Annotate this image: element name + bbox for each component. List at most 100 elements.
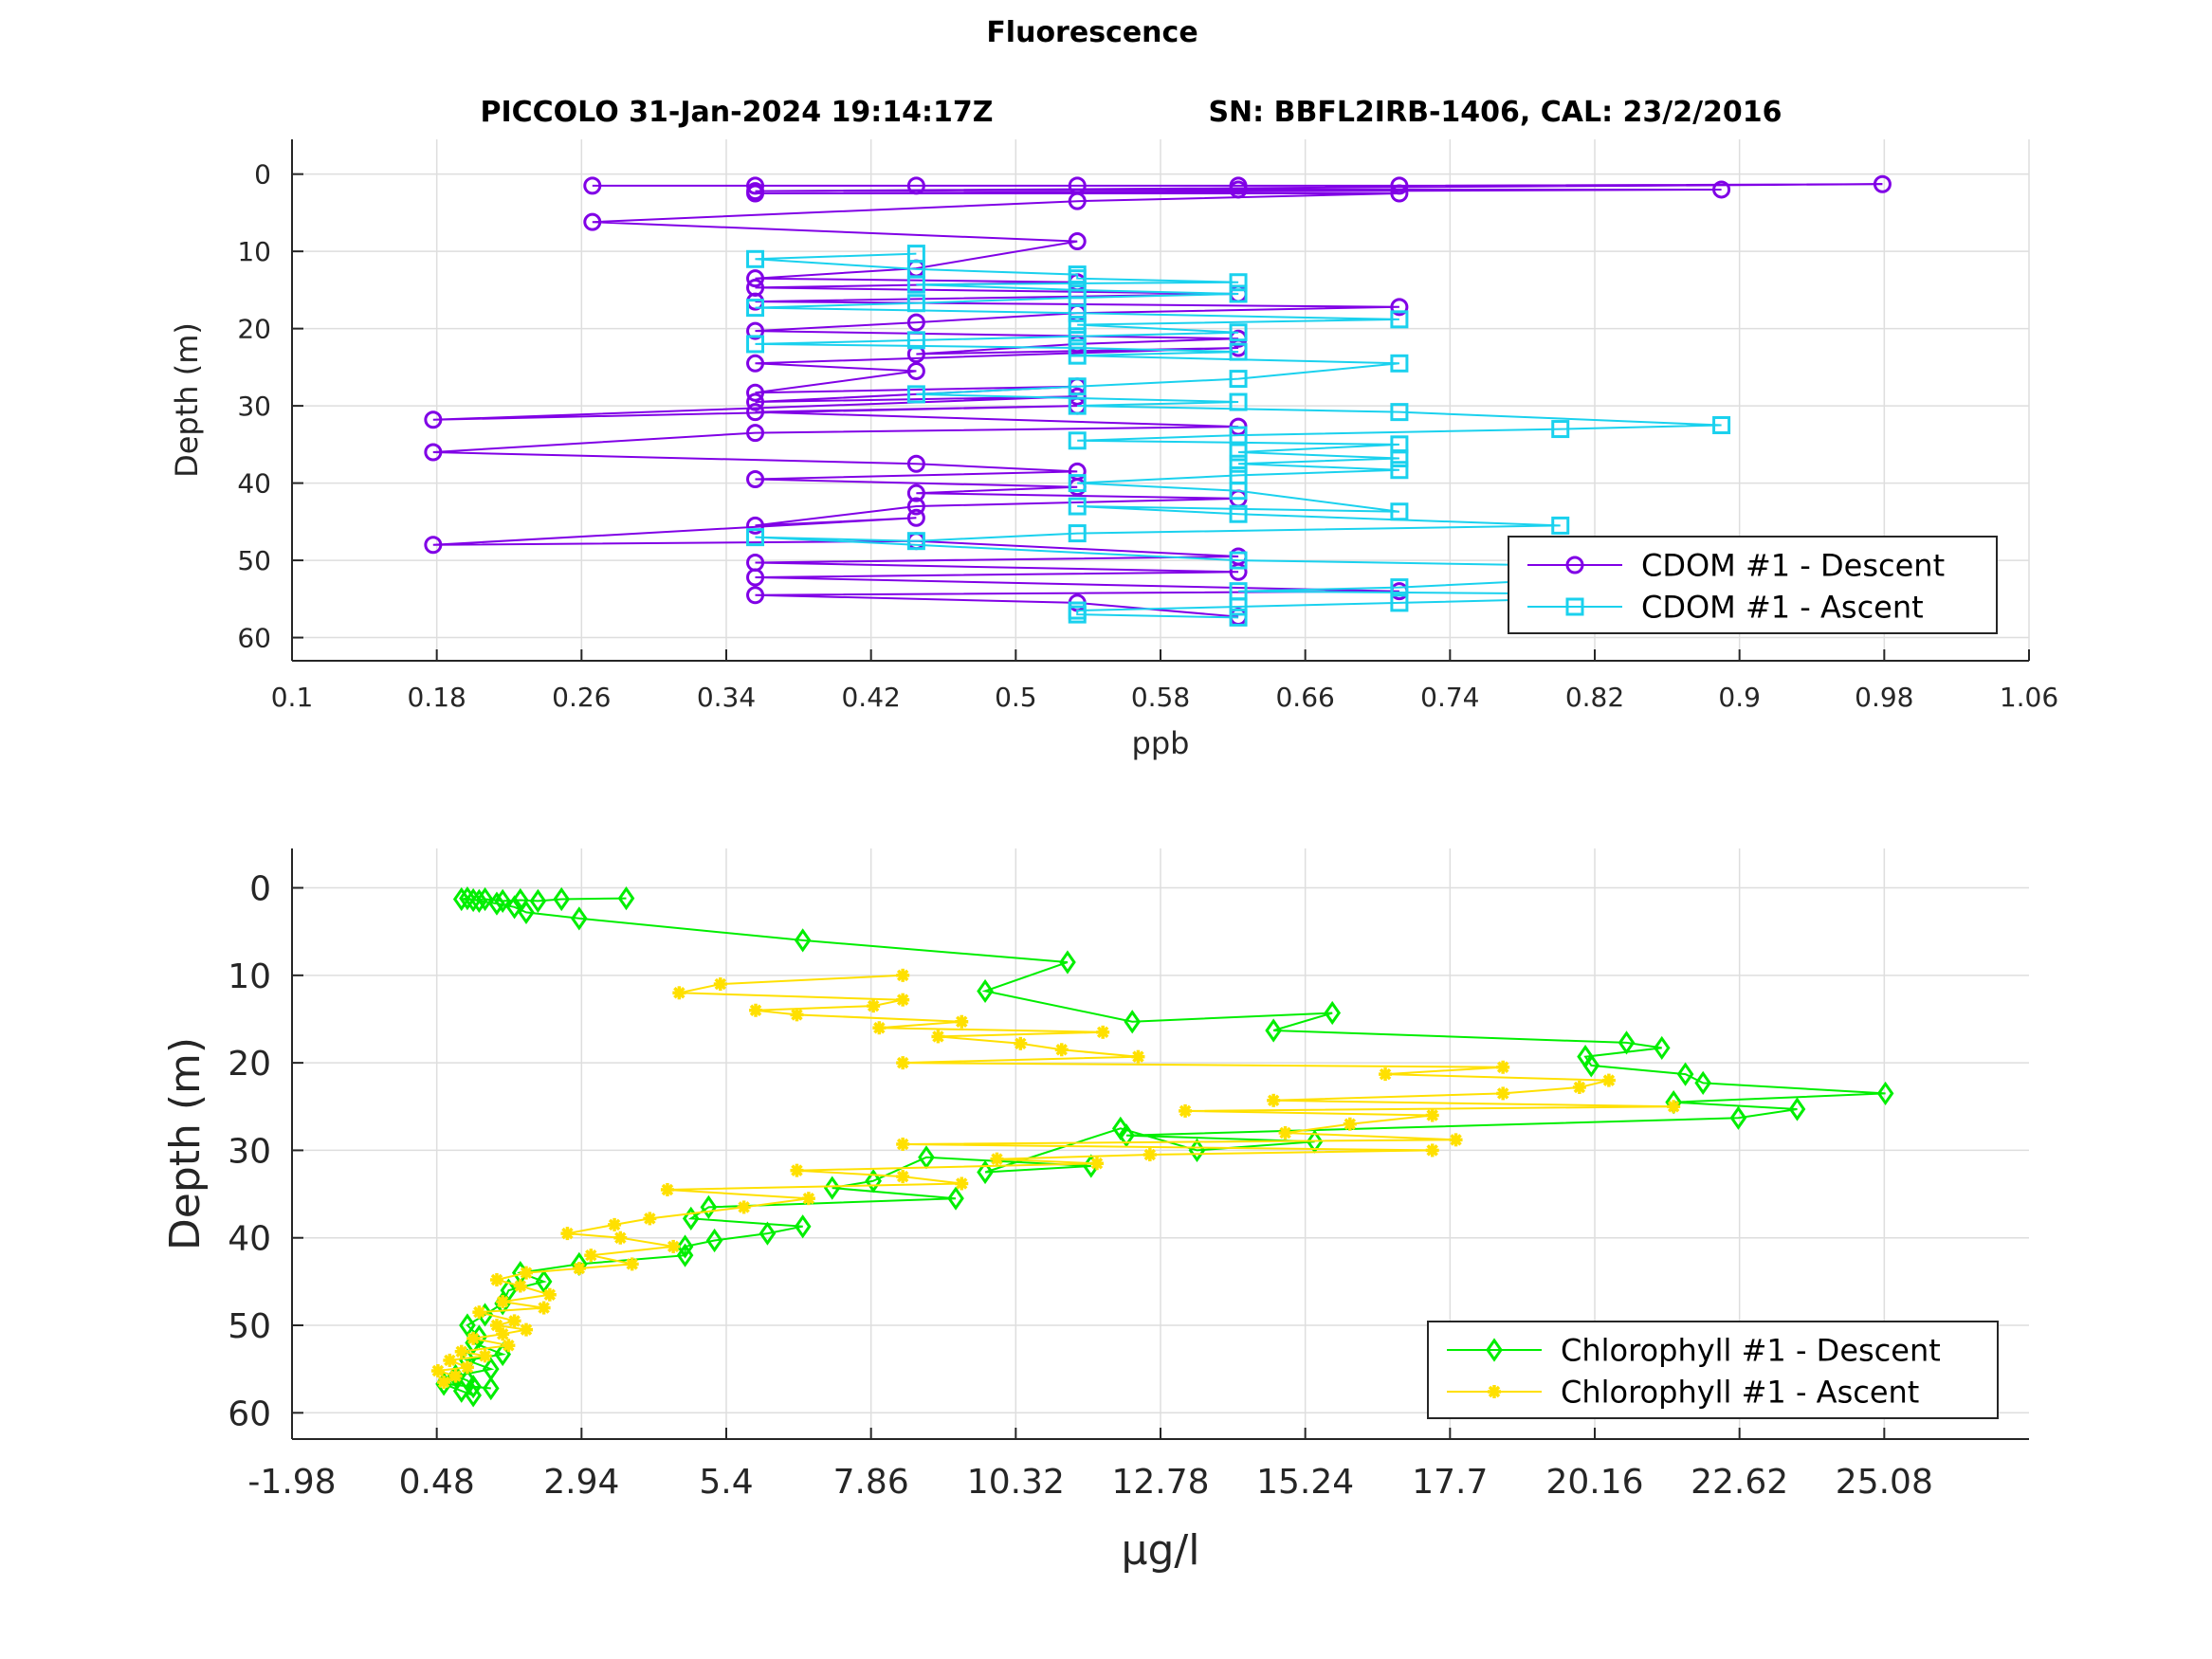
data-point	[746, 299, 765, 318]
data-point	[1265, 1018, 1282, 1043]
data-point	[1068, 601, 1087, 620]
asterisk-stroke	[449, 1370, 462, 1382]
data-point	[1618, 1030, 1636, 1055]
data-point	[1229, 443, 1248, 462]
data-point	[1390, 461, 1409, 480]
data-point	[896, 1056, 910, 1070]
data-point	[1229, 180, 1248, 199]
x-tick-label: -1.98	[247, 1463, 336, 1502]
data-point	[507, 1314, 521, 1328]
data-point	[801, 1192, 815, 1206]
data-point	[584, 1249, 598, 1263]
data-point	[1267, 1093, 1281, 1107]
data-point	[746, 528, 765, 547]
legend-marker	[1565, 597, 1584, 616]
data-point	[465, 887, 482, 913]
asterisk-stroke	[1426, 1144, 1438, 1157]
asterisk-stroke	[1179, 1104, 1192, 1118]
data-point	[906, 361, 925, 380]
data-point	[465, 1375, 482, 1399]
asterisk-stroke	[991, 1153, 1003, 1165]
data-point	[1653, 1035, 1671, 1061]
y-tick-label: 40	[237, 468, 271, 500]
x-tick-label: 0.66	[1275, 682, 1334, 713]
x-tick-label: 1.06	[2000, 682, 2058, 713]
y-tick-label: 0	[249, 869, 271, 908]
data-point	[1876, 1081, 1894, 1106]
legend-box	[1508, 536, 1998, 634]
data-point	[746, 392, 765, 411]
series-ascent	[430, 968, 1681, 1390]
asterisk-stroke	[714, 977, 727, 991]
data-point	[906, 385, 925, 404]
asterisk-stroke	[661, 1183, 674, 1196]
y-axis-label: Depth (m)	[169, 322, 205, 478]
data-point	[1054, 1043, 1069, 1057]
data-point	[476, 886, 494, 912]
data-point	[1068, 191, 1087, 210]
data-point	[746, 335, 765, 354]
data-point	[478, 1349, 492, 1363]
data-point	[947, 1186, 964, 1211]
asterisk-stroke	[738, 1201, 750, 1213]
data-point	[1229, 608, 1248, 627]
data-point	[465, 1383, 482, 1408]
asterisk-stroke	[614, 1231, 627, 1244]
data-point	[865, 1169, 882, 1194]
data-point	[448, 1369, 463, 1383]
data-point	[1143, 1148, 1157, 1162]
data-point	[502, 1339, 516, 1353]
data-point	[823, 1176, 841, 1200]
data-point	[1014, 1036, 1028, 1050]
legend-label: CDOM #1 - Descent	[1641, 548, 1945, 584]
x-tick-label: 0.9	[1718, 682, 1761, 713]
asterisk-stroke	[932, 1030, 944, 1043]
data-point	[1390, 435, 1409, 454]
data-point	[529, 888, 547, 913]
data-point	[906, 497, 925, 516]
x-tick-label: 0.26	[552, 682, 611, 713]
x-tick-label: 0.18	[407, 682, 466, 713]
data-point	[790, 1163, 804, 1177]
data-point	[1068, 431, 1087, 450]
data-point	[1712, 415, 1731, 434]
data-point	[676, 1243, 694, 1267]
y-tick-label: 20	[237, 314, 271, 345]
data-point	[1278, 1125, 1292, 1139]
data-point	[1379, 1067, 1393, 1082]
legend-box	[1427, 1321, 1999, 1419]
asterisk-stroke	[608, 1218, 621, 1231]
y-tick-label: 20	[228, 1045, 271, 1084]
x-tick-label: 17.7	[1412, 1463, 1488, 1502]
y-tick-label: 50	[237, 545, 271, 576]
y-tick-label: 30	[237, 391, 271, 422]
data-point	[1229, 426, 1248, 445]
asterisk-stroke	[1344, 1118, 1357, 1130]
data-point	[518, 900, 535, 924]
data-point	[519, 1322, 533, 1337]
data-point	[1712, 180, 1731, 199]
y-tick-label: 60	[228, 1395, 271, 1433]
x-tick-label: 0.48	[399, 1463, 475, 1502]
x-tick-label: 22.62	[1691, 1463, 1788, 1502]
data-point	[583, 176, 602, 195]
data-point	[746, 269, 765, 288]
x-axis-label: μg/l	[1122, 1526, 1200, 1575]
data-point	[1496, 1086, 1510, 1101]
data-point	[1229, 504, 1248, 523]
x-tick-label: 12.78	[1111, 1463, 1209, 1502]
asterisk-stroke	[538, 1302, 550, 1314]
data-point	[906, 294, 925, 313]
asterisk-stroke	[1055, 1044, 1068, 1056]
data-point	[1390, 578, 1409, 597]
asterisk-stroke	[802, 1192, 815, 1205]
data-point	[608, 1217, 622, 1231]
data-point	[1694, 1070, 1712, 1095]
data-point	[746, 321, 765, 340]
data-point	[746, 516, 765, 535]
data-point	[790, 1008, 804, 1022]
asterisk-stroke	[431, 1364, 445, 1377]
data-point	[896, 968, 910, 982]
asterisk-stroke	[496, 1295, 509, 1308]
